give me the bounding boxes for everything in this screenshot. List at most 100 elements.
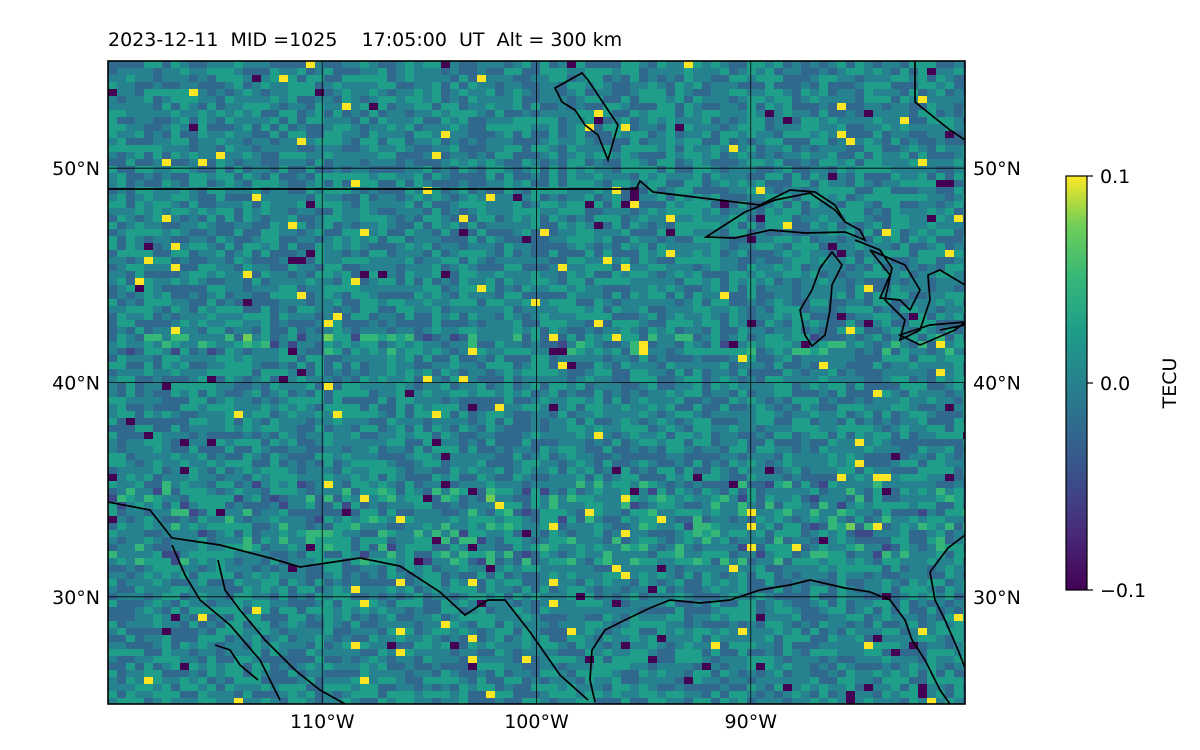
heatmap-cell xyxy=(936,152,946,160)
heatmap-cell xyxy=(549,355,559,363)
heatmap-cell xyxy=(162,173,172,181)
heatmap-cell xyxy=(531,243,541,251)
heatmap-cell xyxy=(288,82,298,90)
heatmap-cell xyxy=(153,236,163,244)
heatmap-cell xyxy=(153,411,163,419)
heatmap-cell xyxy=(846,397,856,405)
heatmap-cell xyxy=(495,138,505,146)
heatmap-cell xyxy=(234,411,244,419)
heatmap-cell xyxy=(873,334,883,342)
heatmap-cell xyxy=(666,348,676,356)
heatmap-cell xyxy=(333,110,343,118)
heatmap-cell xyxy=(765,264,775,272)
heatmap-cell xyxy=(117,215,127,223)
heatmap-cell xyxy=(657,152,667,160)
heatmap-cell xyxy=(873,278,883,286)
heatmap-cell xyxy=(945,138,955,146)
heatmap-cell xyxy=(837,124,847,132)
heatmap-cell xyxy=(162,145,172,153)
heatmap-cell xyxy=(108,243,118,251)
heatmap-cell xyxy=(369,138,379,146)
heatmap-cell xyxy=(180,334,190,342)
heatmap-cell xyxy=(378,222,388,230)
heatmap-cell xyxy=(333,397,343,405)
heatmap-cell xyxy=(486,173,496,181)
heatmap-cell xyxy=(747,383,757,391)
heatmap-cell xyxy=(504,397,514,405)
heatmap-cell xyxy=(288,341,298,349)
heatmap-cell xyxy=(945,222,955,230)
heatmap-cell xyxy=(396,299,406,307)
heatmap-cell xyxy=(891,299,901,307)
heatmap-cell xyxy=(306,82,316,90)
heatmap-cell xyxy=(135,89,145,97)
heatmap-cell xyxy=(693,383,703,391)
heatmap-cell xyxy=(954,320,964,328)
heatmap-cell xyxy=(126,355,136,363)
heatmap-cell xyxy=(180,292,190,300)
heatmap-cell xyxy=(378,285,388,293)
heatmap-cell xyxy=(657,180,667,188)
heatmap-cell xyxy=(657,159,667,167)
heatmap-cell xyxy=(828,124,838,132)
heatmap-cell xyxy=(612,215,622,223)
heatmap-cell xyxy=(639,68,649,76)
heatmap-cell xyxy=(225,271,235,279)
heatmap-cell xyxy=(252,201,262,209)
heatmap-cell xyxy=(180,215,190,223)
heatmap-cell xyxy=(702,180,712,188)
heatmap-cell xyxy=(828,348,838,356)
heatmap-cell xyxy=(783,418,793,426)
heatmap-cell xyxy=(558,369,568,377)
heatmap-cell xyxy=(297,173,307,181)
heatmap-cell xyxy=(216,124,226,132)
heatmap-cell xyxy=(810,285,820,293)
heatmap-cell xyxy=(261,96,271,104)
heatmap-cell xyxy=(810,117,820,125)
heatmap-cell xyxy=(936,348,946,356)
heatmap-cell xyxy=(351,369,361,377)
heatmap-cell xyxy=(297,166,307,174)
heatmap-cell xyxy=(414,355,424,363)
heatmap-cell xyxy=(963,208,965,216)
heatmap-cell xyxy=(828,271,838,279)
heatmap-cell xyxy=(387,117,397,125)
heatmap-cell xyxy=(702,68,712,76)
heatmap-cell xyxy=(891,264,901,272)
heatmap-cell xyxy=(747,411,757,419)
heatmap-cell xyxy=(612,103,622,111)
heatmap-cell xyxy=(162,180,172,188)
heatmap-cell xyxy=(720,96,730,104)
heatmap-cell xyxy=(180,250,190,258)
heatmap-cell xyxy=(846,376,856,384)
heatmap-cell xyxy=(414,418,424,426)
heatmap-cell xyxy=(351,131,361,139)
heatmap-cell xyxy=(819,341,829,349)
heatmap-cell xyxy=(468,334,478,342)
heatmap-cell xyxy=(486,404,496,412)
heatmap-cell xyxy=(846,208,856,216)
heatmap-cell xyxy=(270,418,280,426)
heatmap-cell xyxy=(612,334,622,342)
heatmap-cell xyxy=(270,96,280,104)
heatmap-cell xyxy=(657,145,667,153)
heatmap-cell xyxy=(432,208,442,216)
heatmap-cell xyxy=(351,159,361,167)
heatmap-cell xyxy=(666,117,676,125)
heatmap-cell xyxy=(405,215,415,223)
heatmap-cell xyxy=(513,236,523,244)
heatmap-cell xyxy=(243,166,253,174)
heatmap-cell xyxy=(351,103,361,111)
heatmap-cell xyxy=(369,404,379,412)
heatmap-cell xyxy=(873,82,883,90)
heatmap-cell xyxy=(324,327,334,335)
heatmap-cell xyxy=(126,334,136,342)
heatmap-cell xyxy=(603,271,613,279)
heatmap-cell xyxy=(819,285,829,293)
heatmap-cell xyxy=(747,362,757,370)
heatmap-cell xyxy=(198,159,208,167)
heatmap-cell xyxy=(846,341,856,349)
heatmap-cell xyxy=(774,383,784,391)
heatmap-cell xyxy=(360,166,370,174)
heatmap-cell xyxy=(270,82,280,90)
